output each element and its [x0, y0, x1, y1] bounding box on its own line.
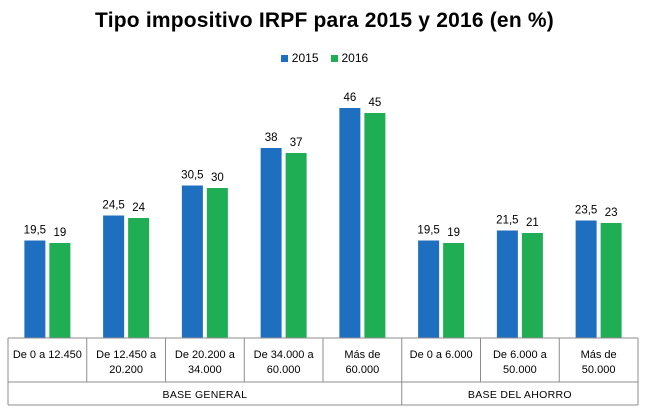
data-label-2016-7: 21 — [526, 217, 539, 229]
data-label-2016-3: 30 — [211, 172, 224, 184]
bar-2016-8 — [600, 223, 622, 338]
category-label-8-line-2: 50.000 — [582, 364, 616, 376]
category-label-2-line-2: 20.200 — [109, 364, 143, 376]
bar-2016-5 — [364, 113, 386, 338]
bar-2015-5 — [339, 108, 361, 338]
category-label-7-line-1: De 6.000 a — [493, 349, 548, 361]
group-label-1: BASE GENERAL — [163, 389, 248, 401]
data-label-2016-4: 37 — [290, 137, 303, 149]
category-label-5-line-1: Más de — [344, 349, 380, 361]
data-label-2015-1: 19,5 — [24, 225, 46, 237]
legend-label-2016: 2016 — [341, 51, 369, 65]
category-label-8-line-1: Más de — [581, 349, 617, 361]
bar-2015-1 — [24, 240, 46, 338]
bar-2015-8 — [575, 220, 597, 338]
data-label-2016-8: 23 — [605, 207, 618, 219]
bar-2015-7 — [496, 230, 518, 338]
legend-swatch-2015 — [280, 54, 288, 62]
bar-2015-6 — [418, 240, 440, 338]
legend-item-2015: 2015 — [280, 51, 319, 65]
category-label-6-line-1: De 0 a 6.000 — [410, 349, 473, 361]
group-label-2: BASE DEL AHORRO — [468, 389, 572, 401]
data-label-2016-1: 19 — [53, 227, 66, 239]
bar-2015-3 — [181, 185, 203, 338]
legend-label-2015: 2015 — [291, 51, 319, 65]
bar-2016-3 — [206, 188, 228, 338]
data-label-2016-6: 19 — [447, 227, 460, 239]
data-label-2015-4: 38 — [265, 132, 278, 144]
data-label-2016-5: 45 — [368, 97, 381, 109]
legend-item-2016: 2016 — [330, 51, 369, 65]
chart-title: Tipo impositivo IRPF para 2015 y 2016 (e… — [95, 9, 554, 32]
data-label-2015-6: 19,5 — [417, 225, 439, 237]
data-label-2015-5: 46 — [343, 92, 356, 104]
bar-2016-2 — [128, 218, 150, 338]
category-label-1-line-1: De 0 a 12.450 — [13, 349, 82, 361]
legend: 2015 2016 — [0, 51, 649, 65]
category-label-7-line-2: 50.000 — [503, 364, 537, 376]
bar-2016-4 — [285, 153, 307, 338]
data-label-2015-3: 30,5 — [181, 170, 203, 182]
data-label-2016-2: 24 — [132, 202, 145, 214]
legend-swatch-2016 — [330, 54, 338, 62]
bar-2015-4 — [260, 148, 282, 338]
data-label-2015-8: 23,5 — [575, 205, 597, 217]
data-label-2015-7: 21,5 — [496, 215, 518, 227]
bar-2015-2 — [103, 215, 125, 338]
category-label-4-line-2: 60.000 — [267, 364, 301, 376]
category-label-5-line-2: 60.000 — [346, 364, 380, 376]
bar-2016-1 — [49, 243, 71, 338]
category-label-2-line-1: De 12.450 a — [96, 349, 157, 361]
category-label-3-line-1: De 20.200 a — [175, 349, 236, 361]
bar-2016-6 — [443, 243, 465, 338]
data-label-2015-2: 24,5 — [102, 200, 124, 212]
category-label-3-line-2: 34.000 — [188, 364, 222, 376]
category-label-4-line-1: De 34.000 a — [254, 349, 315, 361]
bar-2016-7 — [521, 233, 543, 338]
